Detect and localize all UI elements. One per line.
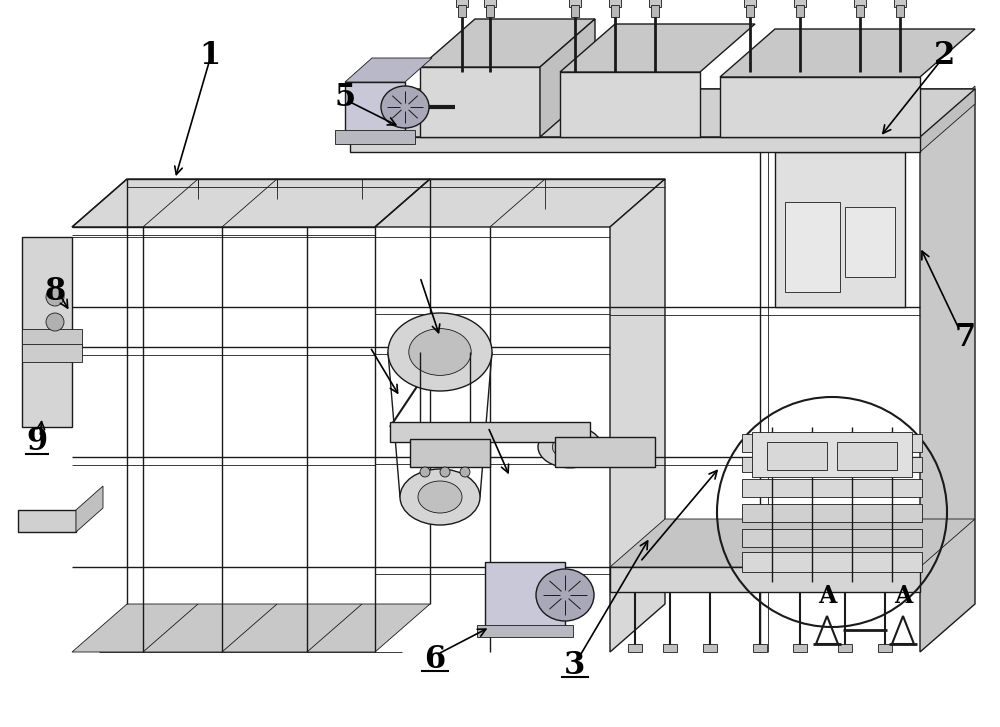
Circle shape: [460, 467, 470, 477]
Bar: [22, 329, 82, 347]
Bar: [390, 422, 590, 442]
Polygon shape: [610, 89, 975, 137]
Ellipse shape: [538, 426, 602, 467]
Bar: [569, 0, 581, 7]
Bar: [555, 437, 655, 467]
Ellipse shape: [418, 481, 462, 513]
Text: 1: 1: [199, 39, 221, 71]
Bar: [420, 67, 540, 137]
Polygon shape: [345, 58, 432, 82]
Bar: [856, 5, 864, 17]
Bar: [785, 202, 840, 292]
Bar: [703, 644, 717, 652]
Circle shape: [46, 313, 64, 331]
Bar: [456, 0, 468, 7]
Bar: [610, 134, 920, 152]
Bar: [896, 5, 904, 17]
Bar: [742, 504, 922, 522]
Text: 6: 6: [424, 643, 446, 675]
Bar: [663, 644, 677, 652]
Bar: [793, 644, 807, 652]
Bar: [796, 5, 804, 17]
Polygon shape: [920, 89, 975, 652]
Polygon shape: [72, 604, 430, 652]
Bar: [878, 644, 892, 652]
Bar: [742, 434, 922, 452]
Bar: [628, 644, 642, 652]
Bar: [484, 0, 496, 7]
Text: 5: 5: [334, 81, 356, 113]
Text: 8: 8: [44, 276, 66, 308]
Bar: [775, 152, 905, 307]
Circle shape: [440, 467, 450, 477]
Ellipse shape: [409, 329, 471, 375]
Text: 7: 7: [954, 321, 976, 353]
Text: A: A: [894, 584, 912, 608]
Bar: [746, 5, 754, 17]
Bar: [838, 644, 852, 652]
Bar: [845, 207, 895, 277]
Bar: [752, 432, 912, 477]
Circle shape: [420, 467, 430, 477]
Bar: [649, 0, 661, 7]
Polygon shape: [610, 179, 665, 652]
Bar: [611, 5, 619, 17]
Bar: [22, 344, 82, 362]
Polygon shape: [375, 227, 610, 652]
Bar: [609, 0, 621, 7]
Ellipse shape: [400, 469, 480, 525]
Bar: [767, 442, 827, 470]
Bar: [742, 529, 922, 547]
Bar: [486, 5, 494, 17]
Bar: [350, 137, 920, 152]
Polygon shape: [375, 179, 665, 227]
Polygon shape: [920, 86, 975, 152]
Polygon shape: [610, 519, 975, 567]
Ellipse shape: [552, 435, 588, 459]
Bar: [18, 510, 76, 532]
Bar: [345, 82, 405, 132]
Bar: [794, 0, 806, 7]
Polygon shape: [72, 227, 375, 652]
Bar: [742, 457, 922, 472]
Bar: [560, 72, 700, 137]
Text: 9: 9: [26, 427, 48, 457]
Polygon shape: [76, 486, 103, 532]
Bar: [651, 5, 659, 17]
Text: 3: 3: [564, 649, 586, 680]
Bar: [571, 5, 579, 17]
Bar: [720, 77, 920, 137]
Bar: [837, 442, 897, 470]
Polygon shape: [72, 179, 430, 227]
Bar: [854, 0, 866, 7]
Polygon shape: [610, 137, 920, 652]
Bar: [742, 552, 922, 572]
Ellipse shape: [381, 86, 429, 128]
Bar: [610, 567, 920, 592]
Polygon shape: [540, 19, 595, 137]
Bar: [485, 562, 565, 627]
Text: A: A: [818, 584, 836, 608]
Circle shape: [46, 288, 64, 306]
Bar: [410, 439, 490, 467]
Bar: [744, 0, 756, 7]
Bar: [22, 237, 72, 427]
Bar: [894, 0, 906, 7]
Ellipse shape: [536, 569, 594, 621]
Bar: [742, 479, 922, 497]
Bar: [477, 625, 573, 637]
Polygon shape: [420, 19, 595, 67]
Polygon shape: [560, 24, 755, 72]
Bar: [458, 5, 466, 17]
Text: 2: 2: [934, 39, 956, 71]
Polygon shape: [720, 29, 975, 77]
Ellipse shape: [388, 313, 492, 391]
Bar: [753, 644, 767, 652]
Bar: [335, 130, 415, 144]
Polygon shape: [350, 89, 975, 137]
